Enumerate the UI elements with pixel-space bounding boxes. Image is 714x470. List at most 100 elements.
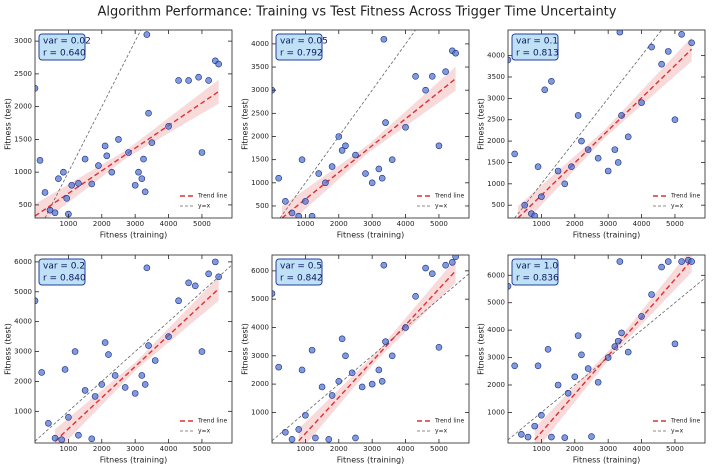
x-tick-label: 1000 — [296, 220, 314, 228]
point — [442, 261, 449, 269]
point — [375, 165, 383, 173]
y-axis-label: Fitness (test) — [477, 98, 486, 150]
y-tick-label: 2500 — [487, 116, 505, 124]
point — [375, 366, 383, 374]
point — [352, 434, 359, 442]
point — [571, 373, 579, 381]
frame — [507, 254, 706, 444]
y-tick-label: 6000 — [251, 267, 269, 275]
point — [295, 426, 303, 433]
point — [688, 39, 695, 47]
y-tick-label: 2000 — [251, 133, 269, 141]
point — [382, 119, 389, 126]
point — [531, 422, 539, 430]
point — [145, 342, 152, 349]
x-tick-label: 4000 — [160, 220, 178, 228]
point — [614, 159, 622, 166]
y-tick-label: 3500 — [487, 73, 505, 81]
point — [328, 392, 336, 399]
point — [328, 163, 336, 170]
point — [45, 419, 52, 427]
legend-label: Trend line — [434, 418, 464, 425]
reference-line — [44, 30, 142, 218]
annotation-box — [275, 33, 323, 61]
point — [358, 383, 366, 391]
point — [140, 155, 147, 163]
point — [574, 332, 582, 339]
annotation: var = 0.02 — [43, 37, 91, 47]
point — [578, 137, 585, 145]
point — [685, 23, 691, 29]
x-tick-label: 4000 — [633, 220, 651, 228]
plot-area — [272, 255, 469, 443]
y-tick-label: 4000 — [251, 40, 269, 48]
point — [352, 151, 359, 159]
point — [135, 168, 142, 176]
reference-line — [35, 264, 232, 442]
point — [65, 413, 72, 421]
point — [648, 43, 655, 51]
point — [58, 436, 66, 443]
y-tick-label: 2000 — [14, 103, 32, 111]
point — [325, 436, 333, 443]
point — [561, 180, 569, 188]
point — [175, 77, 182, 84]
annotation: r = 0.836 — [516, 274, 559, 284]
point — [185, 279, 192, 287]
point — [338, 147, 346, 154]
point — [508, 282, 512, 290]
point — [141, 381, 149, 388]
legend-label: Trend line — [434, 193, 464, 200]
annotation-box — [38, 258, 86, 286]
point — [678, 258, 685, 265]
x-tick-label: 1000 — [59, 220, 77, 228]
y-tick-label: 6000 — [14, 258, 32, 266]
x-tick-label: 2000 — [566, 445, 584, 453]
point — [151, 357, 159, 364]
y-tick-label: 1000 — [487, 180, 505, 188]
point — [175, 297, 182, 305]
x-tick-label: 5000 — [666, 445, 684, 453]
point — [380, 261, 388, 269]
legend-label: y=x — [435, 428, 448, 435]
y-tick-label: 1000 — [14, 407, 32, 415]
point — [101, 142, 109, 150]
point — [46, 206, 54, 214]
point — [295, 212, 303, 218]
y-tick-label: 5000 — [487, 299, 505, 307]
point — [165, 122, 172, 130]
point — [322, 179, 329, 187]
point — [664, 258, 672, 265]
x-tick-label: 5000 — [193, 220, 211, 228]
plot-area — [35, 258, 232, 443]
legend-label: Trend line — [197, 193, 227, 200]
point — [35, 85, 39, 92]
point — [35, 297, 39, 305]
point — [312, 434, 319, 442]
point — [618, 329, 625, 337]
point — [115, 136, 122, 143]
point — [584, 365, 592, 372]
confidence-band — [298, 258, 456, 443]
reference-line — [279, 30, 416, 218]
point — [544, 346, 552, 353]
point — [60, 168, 67, 176]
point — [534, 362, 542, 370]
point — [412, 293, 419, 300]
point — [449, 259, 456, 266]
point — [541, 86, 549, 94]
point — [524, 433, 532, 441]
frame — [271, 29, 470, 219]
x-axis-label: Fitness (training) — [573, 456, 640, 465]
annotation: r = 0.640 — [43, 49, 86, 59]
annotation: var = 1.0 — [516, 262, 558, 272]
point — [275, 363, 282, 371]
point — [658, 60, 665, 68]
y-tick-label: 1500 — [487, 158, 505, 166]
y-tick-label: 5000 — [14, 288, 32, 296]
y-tick-label: 1000 — [487, 408, 505, 416]
point — [382, 338, 389, 345]
point — [342, 142, 349, 150]
y-tick-label: 1000 — [251, 408, 269, 416]
panel: 1000 2000 3000 4000 5000 1000 2000 3000 4000 5000… — [477, 254, 706, 465]
